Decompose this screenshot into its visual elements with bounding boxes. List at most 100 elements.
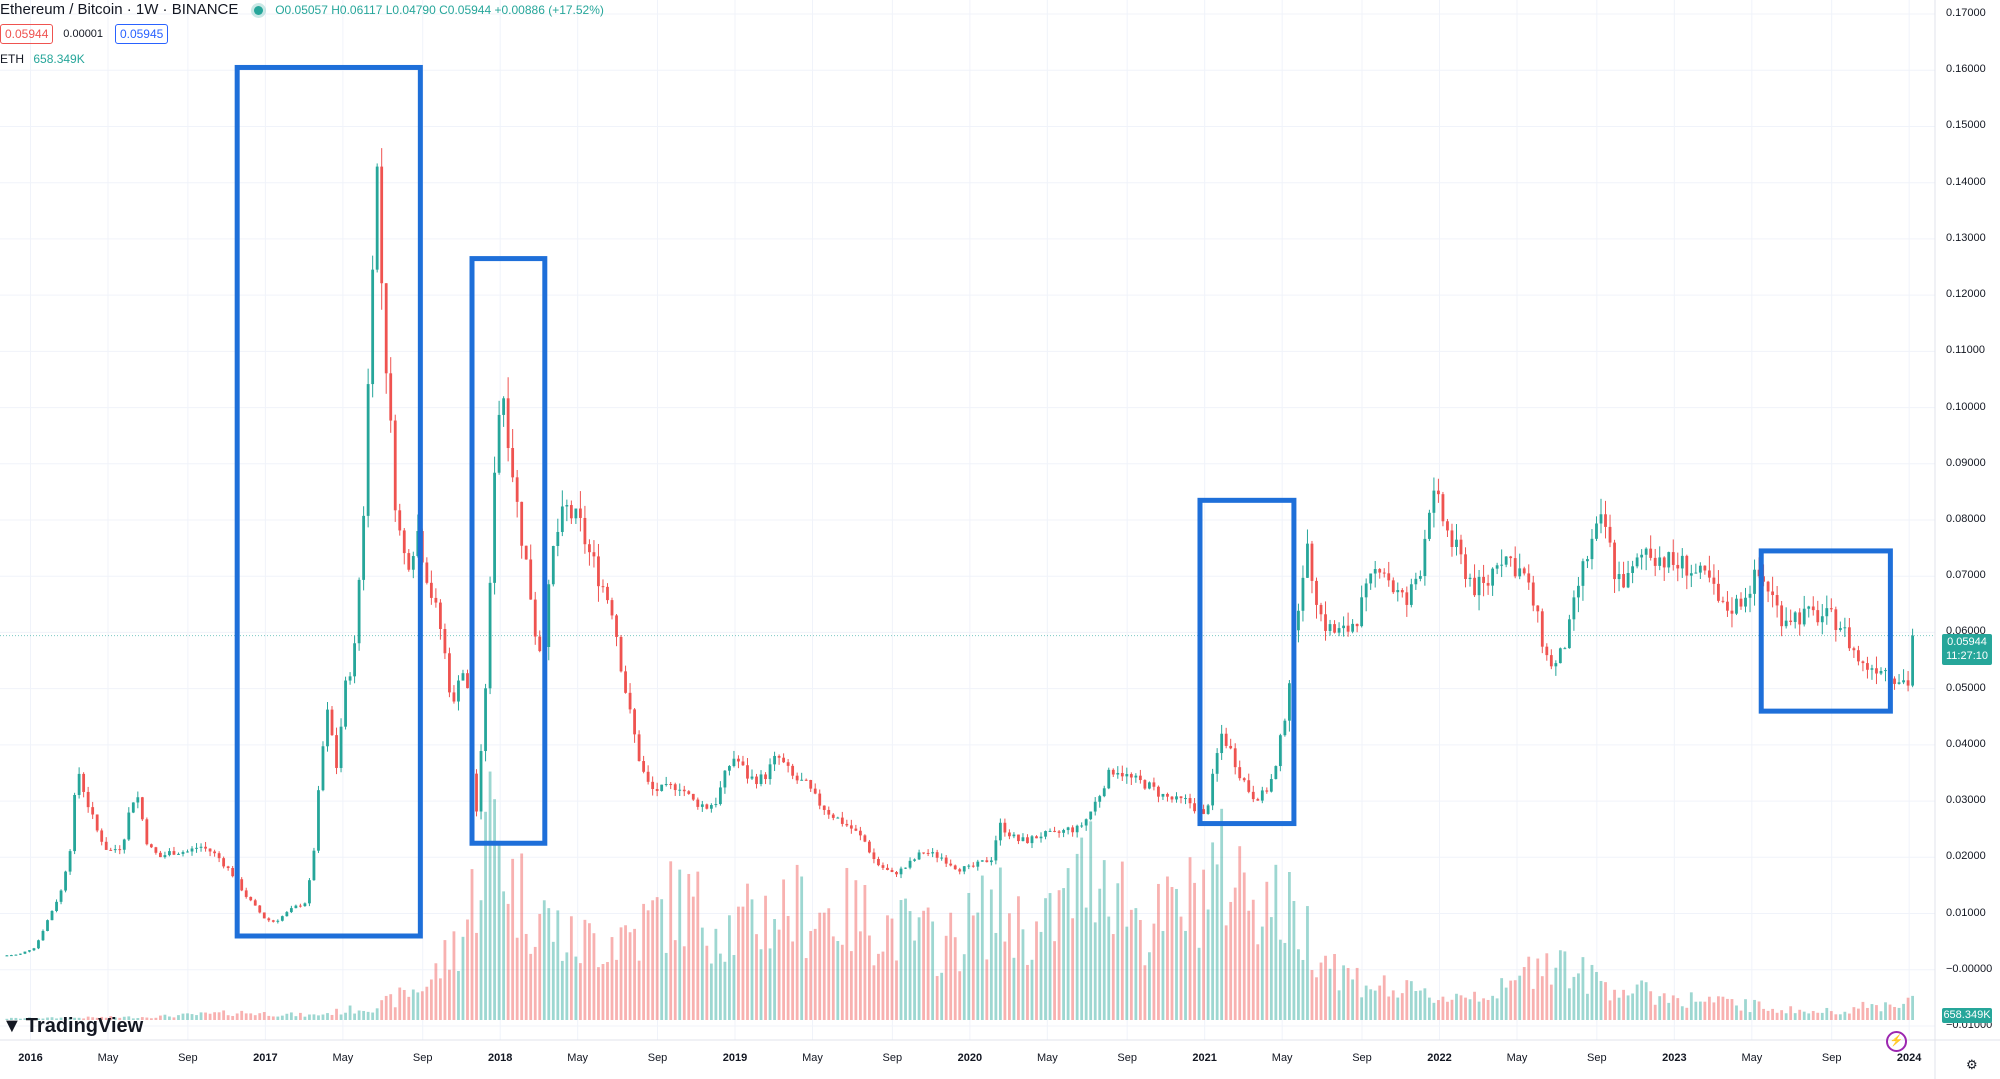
candle-body: [651, 781, 655, 790]
candle-body: [1319, 604, 1323, 615]
candle-body: [958, 869, 962, 872]
candle-body: [19, 953, 22, 955]
annotation-box[interactable]: [469, 256, 548, 846]
candle-body: [289, 908, 293, 913]
volume-bar: [429, 979, 433, 1020]
candle-body: [1274, 766, 1278, 780]
annotation-box[interactable]: [1758, 548, 1893, 714]
annotation-box[interactable]: [234, 64, 423, 939]
volume-bar: [1301, 959, 1305, 1020]
candle-body: [940, 857, 944, 859]
volume-bar: [127, 1016, 131, 1020]
volume-bar: [547, 908, 551, 1020]
volume-bar: [1906, 997, 1910, 1020]
candle-body: [240, 879, 244, 891]
candle-body: [1346, 625, 1350, 632]
volume-bar: [1414, 991, 1418, 1020]
volume-value: 658.349K: [33, 52, 85, 66]
volume-bar: [836, 941, 840, 1020]
candle-body: [1242, 778, 1246, 781]
volume-bar: [1409, 981, 1413, 1020]
candle-body: [1531, 582, 1535, 606]
volume-bar: [1617, 997, 1621, 1020]
volume-bar: [1355, 967, 1359, 1020]
volume-bar: [1342, 965, 1345, 1020]
sell-price-button[interactable]: 0.05944: [0, 24, 54, 44]
candle-body: [737, 758, 740, 762]
candle-body: [1278, 735, 1282, 767]
tradingview-logo[interactable]: ▼ TradingView: [2, 1015, 143, 1038]
volume-bar: [737, 906, 740, 1020]
candle-body: [1468, 577, 1472, 580]
volume-bar: [1721, 996, 1725, 1020]
volume-bar: [1129, 909, 1133, 1020]
volume-bar: [1148, 952, 1151, 1020]
volume-bar: [1328, 968, 1332, 1020]
candle-body: [149, 844, 153, 848]
volume-bar: [1798, 1009, 1802, 1020]
candle-body: [597, 556, 600, 587]
symbol-title[interactable]: Ethereum / Bitcoin · 1W · BINANCE: [0, 1, 239, 18]
legend-price-row: 0.05944 0.00001 0.05945: [0, 24, 174, 46]
candle-body: [687, 791, 691, 794]
volume-bar: [1017, 896, 1020, 1020]
candle-body: [669, 784, 673, 786]
candle-body: [1581, 561, 1585, 586]
candle-body: [1829, 608, 1833, 610]
lightning-icon[interactable]: ⚡: [1886, 1031, 1907, 1052]
candle-body: [601, 586, 605, 588]
candle-body: [949, 863, 953, 866]
volume-bar: [353, 1013, 356, 1020]
volume-tag: 658.349K: [1942, 1008, 1992, 1023]
candle-body: [1680, 555, 1684, 569]
volume-bar: [777, 929, 781, 1020]
buy-price-button[interactable]: 0.05945: [114, 24, 169, 44]
volume-bar: [1378, 985, 1382, 1020]
candle-body: [1364, 583, 1368, 598]
volume-bar: [1346, 968, 1350, 1020]
volume-bar: [709, 963, 713, 1020]
volume-bar: [1644, 982, 1648, 1020]
candle-body: [709, 805, 713, 809]
candle-body: [723, 770, 727, 788]
price-tick-label: 0.13000: [1946, 231, 1986, 244]
annotation-box[interactable]: [1197, 497, 1297, 827]
candle-body: [1852, 648, 1856, 651]
volume-bar: [746, 883, 749, 1020]
volume-bar: [1829, 1011, 1833, 1020]
volume-bar: [962, 954, 966, 1020]
candle-body: [1861, 661, 1865, 664]
volume-bar: [529, 953, 533, 1020]
volume-bar: [235, 1013, 239, 1020]
time-tick-label: Sep: [412, 1052, 433, 1064]
volume-bar: [1364, 985, 1368, 1020]
volume-bar: [168, 1016, 171, 1020]
chart-settings-icon[interactable]: ⚙: [1966, 1057, 1978, 1072]
volume-bar: [407, 996, 411, 1020]
volume-bar: [172, 1017, 176, 1020]
volume-bar: [1739, 1010, 1743, 1020]
candle-body: [353, 643, 356, 677]
volume-bar: [1283, 942, 1287, 1020]
candle-body: [249, 896, 253, 901]
volume-bar: [339, 1014, 343, 1020]
volume-bar: [1753, 999, 1756, 1020]
volume-bar: [145, 1017, 149, 1020]
volume-bar: [452, 931, 456, 1020]
volume-bar: [1572, 976, 1576, 1020]
time-tick-label: 2021: [1192, 1052, 1217, 1064]
candle-body: [91, 807, 95, 815]
volume-bar: [479, 900, 483, 1020]
volume-bar: [1911, 995, 1915, 1020]
volume-bar: [1861, 1001, 1865, 1020]
price-tick-label: 0.10000: [1946, 400, 1986, 413]
volume-bar: [773, 919, 776, 1020]
volume-bar: [578, 963, 582, 1020]
candle-body: [1884, 670, 1887, 672]
candle-body: [73, 794, 77, 852]
volume-bar: [1694, 1001, 1698, 1020]
volume-bar: [1360, 997, 1364, 1020]
volume-bar: [1382, 975, 1386, 1020]
candle-body: [1138, 775, 1142, 781]
